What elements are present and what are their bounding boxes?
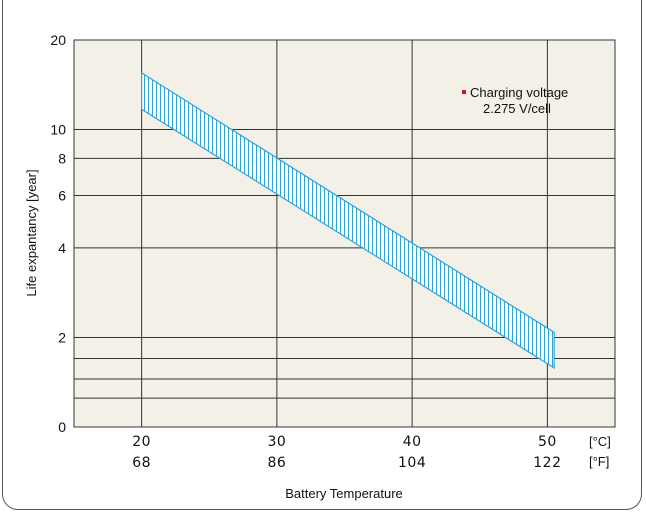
y-tick-label: 4 (58, 240, 66, 256)
y-tick-label: 20 (50, 32, 66, 48)
x-tick-label-celsius: 50 (538, 434, 557, 450)
y-tick-label: 6 (58, 188, 66, 204)
y-tick-label: 0 (58, 419, 66, 435)
y-tick-label: 10 (50, 122, 66, 138)
x-tick-label-celsius: 30 (267, 434, 286, 450)
x-tick-label-fahrenheit: 122 (533, 455, 561, 471)
x-tick-label-celsius: 20 (132, 434, 151, 450)
legend-marker (462, 90, 466, 94)
life-expectancy-band (141, 71, 555, 369)
x-unit-celsius: [°C] (589, 434, 611, 449)
x-axis-title: Battery Temperature (285, 486, 403, 501)
x-tick-label-fahrenheit: 68 (132, 455, 151, 471)
plot-border (73, 39, 616, 428)
x-tick-label-fahrenheit: 86 (267, 455, 286, 471)
x-tick-label-celsius: 40 (403, 434, 422, 450)
x-tick-label-fahrenheit: 104 (398, 455, 426, 471)
legend-label: Charging voltage (470, 85, 568, 100)
x-unit-fahrenheit: [°F] (589, 454, 609, 469)
legend: Charging voltage 2.275 V/cell (462, 85, 568, 116)
y-tick-label: 2 (58, 329, 66, 345)
y-tick-label: 8 (58, 150, 66, 166)
y-axis-title: Life expantancy [year] (24, 169, 39, 296)
x-tick-labels: 20 68 30 86 40 104 50 122 (132, 434, 561, 471)
legend-label-line2: 2.275 V/cell (483, 101, 551, 116)
